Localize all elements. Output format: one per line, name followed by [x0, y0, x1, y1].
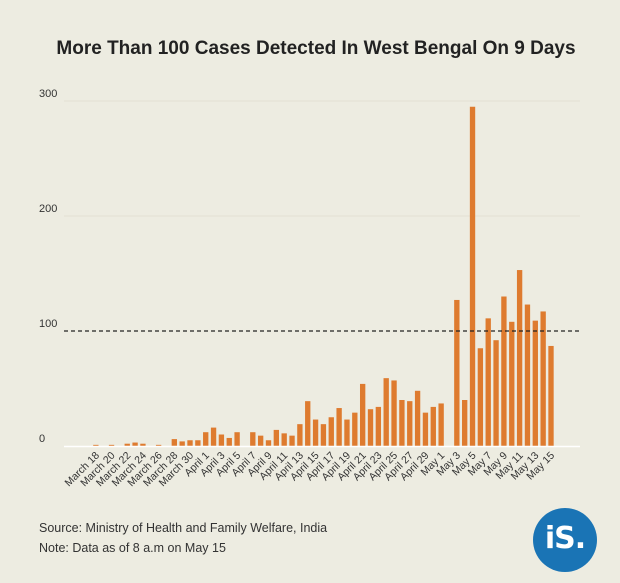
- bar: [273, 429, 280, 446]
- bar: [289, 435, 295, 446]
- data-note: Note: Data as of 8 a.m on May 15: [39, 541, 226, 555]
- bar: [383, 378, 389, 446]
- bar: [179, 441, 185, 446]
- bar: [493, 340, 499, 446]
- bar: [477, 348, 484, 446]
- y-tick-label: 100: [39, 318, 57, 330]
- bar: [257, 435, 264, 446]
- bar: [328, 417, 334, 446]
- bar: [305, 401, 311, 446]
- bar: [93, 444, 99, 446]
- bar: [454, 299, 460, 446]
- bar: [532, 320, 538, 446]
- bar: [438, 403, 444, 446]
- gridlines: [64, 100, 580, 217]
- bar: [430, 406, 436, 446]
- y-axis-ticks: 0 100 200 300: [39, 88, 57, 445]
- bar: [540, 311, 546, 446]
- bar: [108, 444, 115, 446]
- bar: [462, 400, 468, 446]
- bar: [140, 443, 146, 446]
- logo-text: iS.: [544, 521, 586, 556]
- bar: [469, 106, 476, 446]
- bar: [226, 437, 232, 446]
- bar: [124, 443, 130, 446]
- y-tick-label: 0: [39, 433, 45, 445]
- bar: [367, 409, 374, 446]
- bar: [195, 440, 201, 446]
- bar: [399, 400, 405, 446]
- y-tick-label: 200: [39, 203, 57, 215]
- bar: [516, 270, 523, 446]
- bar: [234, 432, 240, 446]
- bar: [485, 318, 491, 446]
- bar: [203, 432, 209, 446]
- bar: [297, 424, 303, 446]
- bar: [344, 419, 350, 446]
- bar: [548, 345, 554, 446]
- bar: [218, 434, 225, 446]
- bar: [414, 390, 421, 446]
- y-tick-label: 300: [39, 88, 57, 100]
- chart-title: More Than 100 Cases Detected In West Ben…: [56, 38, 575, 59]
- bar: [312, 419, 319, 446]
- bar: [407, 401, 413, 446]
- bar: [265, 440, 272, 446]
- bar: [250, 432, 256, 446]
- bar: [336, 408, 342, 446]
- brand-logo: iS.: [533, 508, 597, 572]
- source-note: Source: Ministry of Health and Family We…: [39, 521, 328, 535]
- bar: [187, 440, 193, 446]
- bar: [524, 304, 531, 446]
- bar: [352, 412, 358, 446]
- bars: [93, 106, 554, 446]
- bar: [509, 321, 515, 446]
- bar: [375, 406, 382, 446]
- bar: [320, 424, 327, 446]
- bar: [155, 444, 162, 446]
- bar: [422, 412, 429, 446]
- bar: [359, 383, 366, 446]
- bar: [132, 442, 138, 446]
- bar: [501, 296, 507, 446]
- bar: [171, 439, 177, 446]
- bar: [210, 427, 217, 446]
- bar: [281, 433, 287, 446]
- bar: [391, 380, 397, 446]
